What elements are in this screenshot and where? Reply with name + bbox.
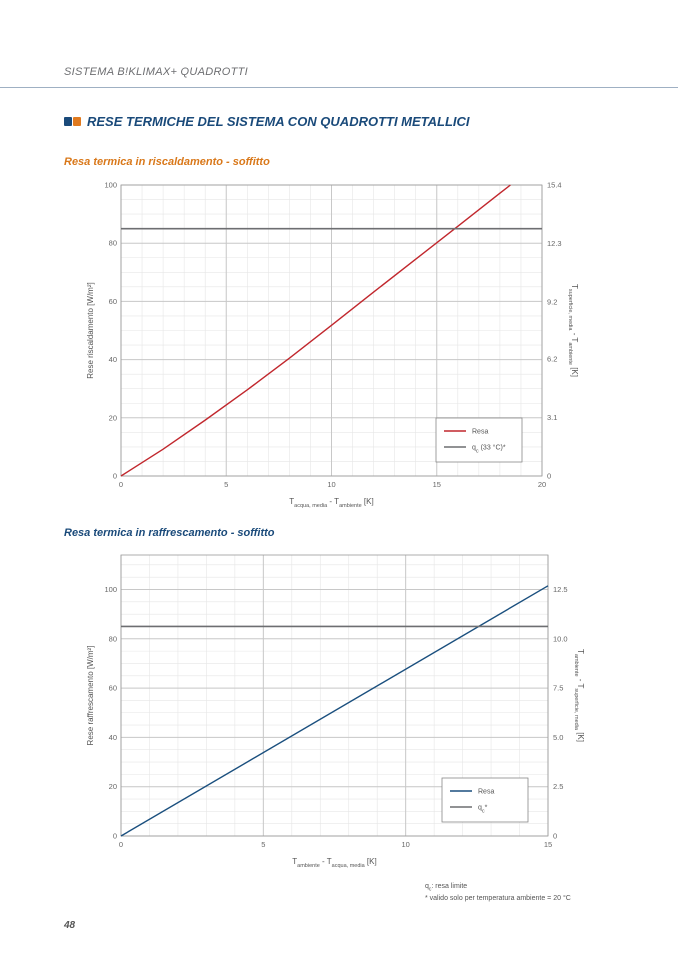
heating-y2-tick-label: 0 (547, 472, 551, 481)
heating-y-tick-label: 20 (109, 413, 117, 422)
footnote-line-2: * valido solo per temperatura ambiente =… (425, 895, 571, 903)
cooling-plot-frame (120, 554, 549, 837)
cooling-y-tick-label: 60 (109, 684, 117, 693)
page-number: 48 (64, 920, 76, 931)
cooling-chart-title: Resa termica in raffrescamento - soffitt… (64, 527, 275, 539)
footnote: qc: resa limite * valido solo per temper… (425, 882, 571, 903)
cooling-legend-box (441, 777, 529, 823)
cooling-legend-label: qc* (478, 805, 488, 815)
heating-legend-box (435, 417, 523, 463)
cooling-y2-tick-label: 10.0 (553, 634, 568, 643)
heating-x-tick-label: 0 (119, 480, 123, 489)
heating-y2-tick-label: 15.4 (547, 181, 562, 190)
orange-square-icon (73, 117, 81, 126)
cooling-y2-tick-label: 12.5 (553, 585, 568, 594)
cooling-y-axis-label: Rese raffrescamento [W/m²] (86, 646, 95, 746)
heating-y-axis-label: Rese riscaldamento [W/m²] (86, 282, 95, 378)
heating-y-tick-label: 0 (113, 472, 117, 481)
cooling-y-tick-label: 100 (104, 585, 117, 594)
heating-x-tick-label: 5 (224, 480, 228, 489)
heating-y-tick-label: 80 (109, 239, 117, 248)
cooling-y-tick-label: 0 (113, 832, 117, 841)
heating-y-tick-label: 40 (109, 355, 117, 364)
heating-x-tick-label: 20 (538, 480, 546, 489)
header-divider (0, 87, 678, 88)
heating-legend-label: qc (33 °C)* (472, 444, 506, 455)
heating-plot-frame (120, 184, 543, 477)
heating-legend-label: Resa (472, 429, 488, 436)
heating-x-axis-label: Tacqua, media - Tambiente [K] (289, 497, 373, 509)
heating-y2-tick-label: 9.2 (547, 298, 557, 307)
footnote-line-1: qc: resa limite (425, 883, 468, 893)
heating-series-line-resa (120, 184, 511, 477)
cooling-y2-tick-label: 2.5 (553, 782, 563, 791)
section-heading: RESE TERMICHE DEL SISTEMA CON QUADROTTI … (64, 114, 470, 129)
running-header: SISTEMA B!KLIMAX+ QUADROTTI (64, 66, 249, 78)
cooling-y2-tick-label: 5.0 (553, 733, 563, 742)
heating-x-tick-label: 10 (327, 480, 335, 489)
section-title: RESE TERMICHE DEL SISTEMA CON QUADROTTI … (87, 114, 470, 129)
cooling-x-tick-label: 5 (261, 840, 265, 849)
cooling-y-tick-label: 40 (109, 733, 117, 742)
heating-y2-tick-label: 6.2 (547, 354, 557, 363)
cooling-x-tick-label: 15 (544, 840, 552, 849)
cooling-x-tick-label: 10 (401, 840, 409, 849)
cooling-series-line-resa (120, 585, 549, 837)
heating-x-tick-label: 15 (433, 480, 441, 489)
heating-y2-tick-label: 3.1 (547, 413, 557, 422)
cooling-y2-tick-label: 0 (553, 832, 557, 841)
cooling-y2-axis-label: Tambiente - Tsuperficie, media [K] (573, 649, 585, 742)
heating-y-tick-label: 60 (109, 297, 117, 306)
heating-y2-axis-label: Tsuperficie, media - Tambiente [K] (567, 284, 579, 377)
cooling-x-axis-label: Tambiente - Tacqua, media [K] (292, 857, 376, 869)
cooling-chart: 0 5 10 1502040608010002.55.07.510.012.5Tamb… (86, 554, 585, 869)
cooling-legend-label: Resa (478, 789, 494, 796)
blue-square-icon (64, 117, 72, 126)
heating-y2-tick-label: 12.3 (547, 239, 562, 248)
heating-chart: 0 5 10 15 2002040608010003.16.29.212.315.4Ta… (86, 181, 579, 510)
cooling-y2-tick-label: 7.5 (553, 684, 563, 693)
cooling-y-tick-label: 20 (109, 782, 117, 791)
heating-y-tick-label: 100 (104, 181, 117, 190)
heating-chart-title: Resa termica in riscaldamento - soffitto (64, 156, 270, 168)
cooling-x-tick-label: 0 (119, 840, 123, 849)
cooling-y-tick-label: 80 (109, 634, 117, 643)
